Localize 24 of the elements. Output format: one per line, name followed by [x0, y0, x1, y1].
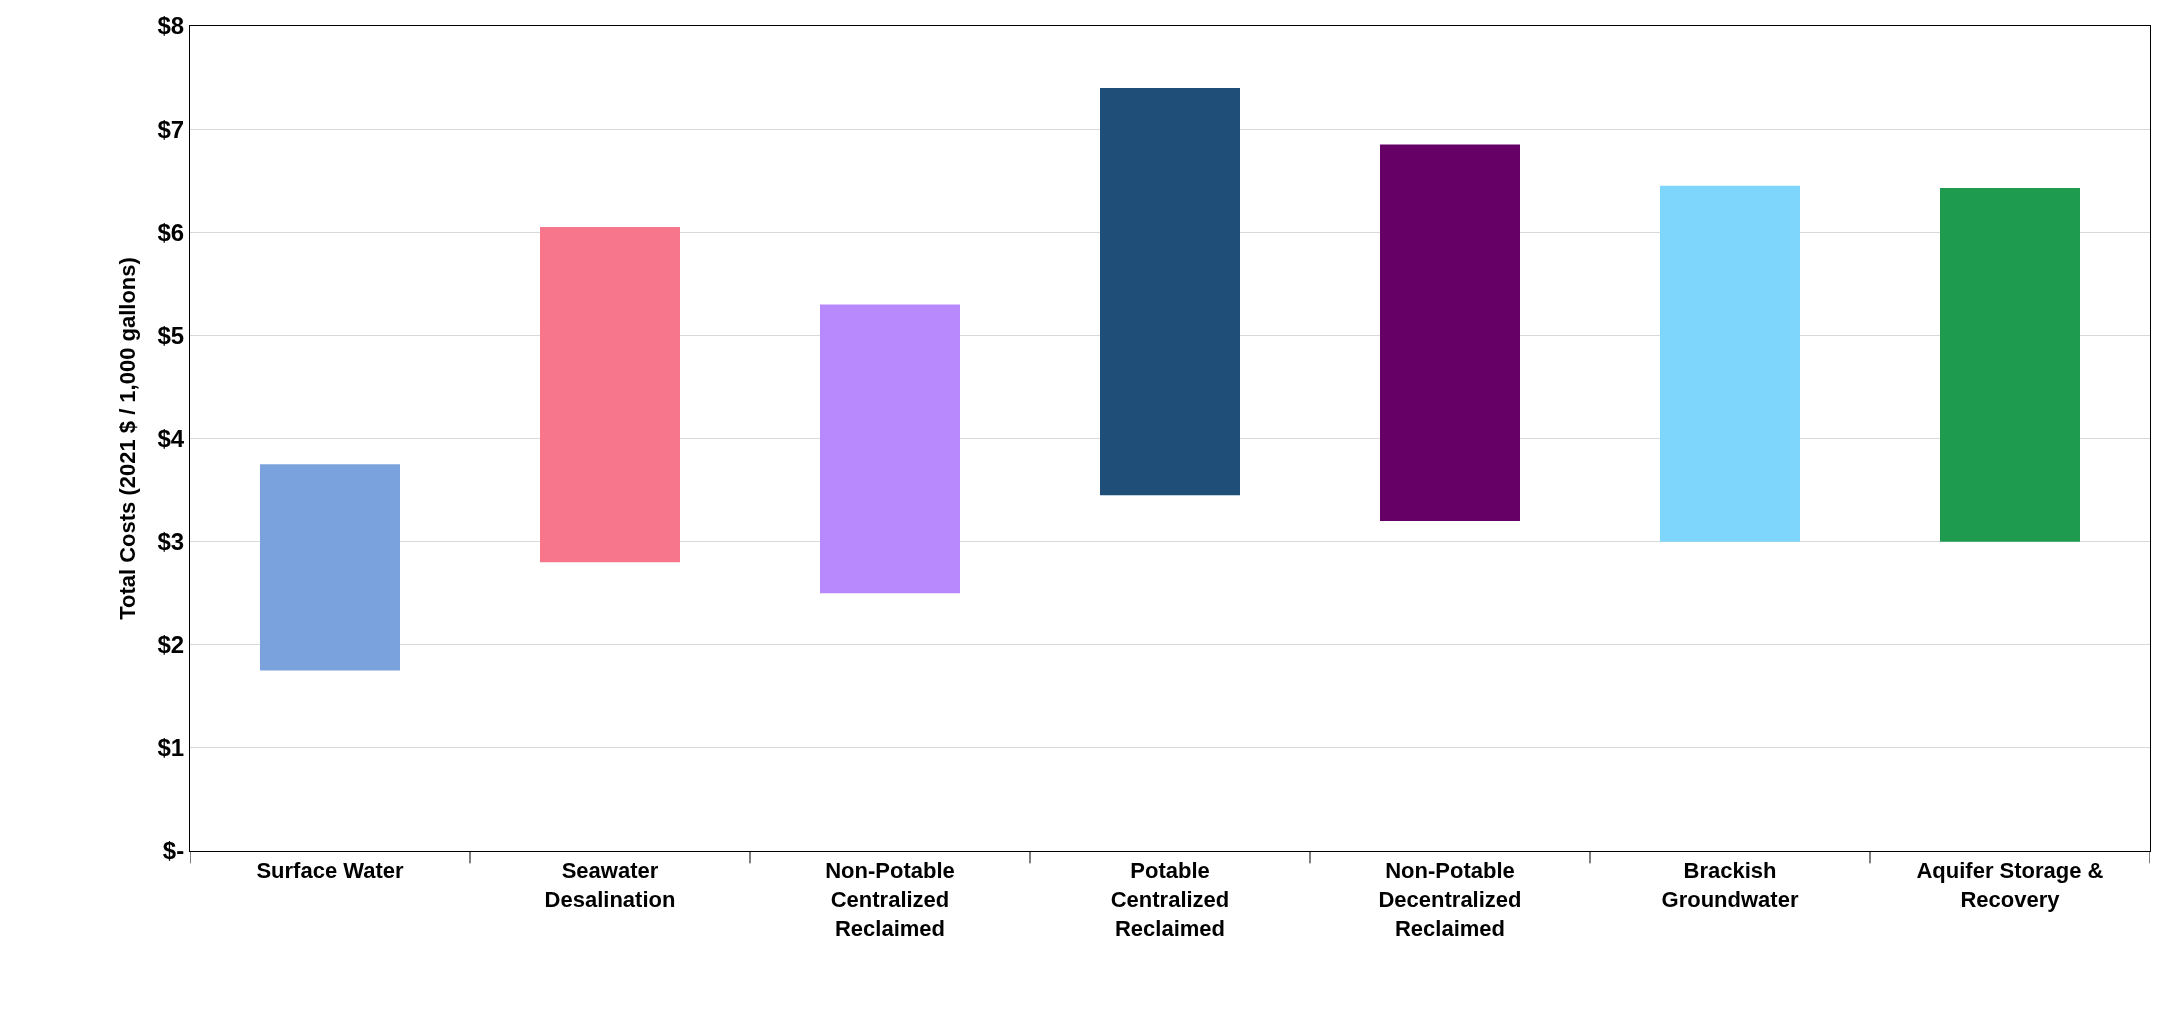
x-tick-label: Potable Centralized Reclaimed	[1110, 858, 1230, 941]
x-tick-label: Non-Potable Decentralized Reclaimed	[1378, 858, 1522, 941]
bar	[540, 227, 680, 563]
y-tick-label: $-	[162, 837, 185, 865]
y-tick-label: $7	[157, 115, 185, 143]
x-tick-label: Seawater Desalination	[544, 858, 676, 912]
y-tick-label: $4	[157, 424, 185, 452]
x-tick-label: Non-Potable Centralized Reclaimed	[825, 858, 955, 941]
y-axis-title: Total Costs (2021 $ / 1,000 gallons)	[115, 257, 141, 620]
bar	[1660, 185, 1800, 542]
y-tick-label: $6	[157, 218, 185, 246]
x-tick-label: Brackish Groundwater	[1661, 858, 1799, 912]
y-tick-label: $5	[157, 321, 185, 349]
bar	[1940, 187, 2080, 542]
y-tick-label: $8	[157, 12, 185, 40]
bar	[260, 464, 400, 671]
bar	[820, 304, 960, 594]
bar	[1380, 144, 1520, 521]
bar	[1100, 87, 1240, 496]
y-tick-label: $3	[157, 528, 185, 556]
y-tick-label: $2	[157, 631, 185, 659]
y-tick-label: $1	[157, 734, 185, 762]
x-tick-label: Surface Water	[256, 858, 404, 884]
x-tick-label: Aquifer Storage & Recovery	[1916, 858, 2104, 912]
